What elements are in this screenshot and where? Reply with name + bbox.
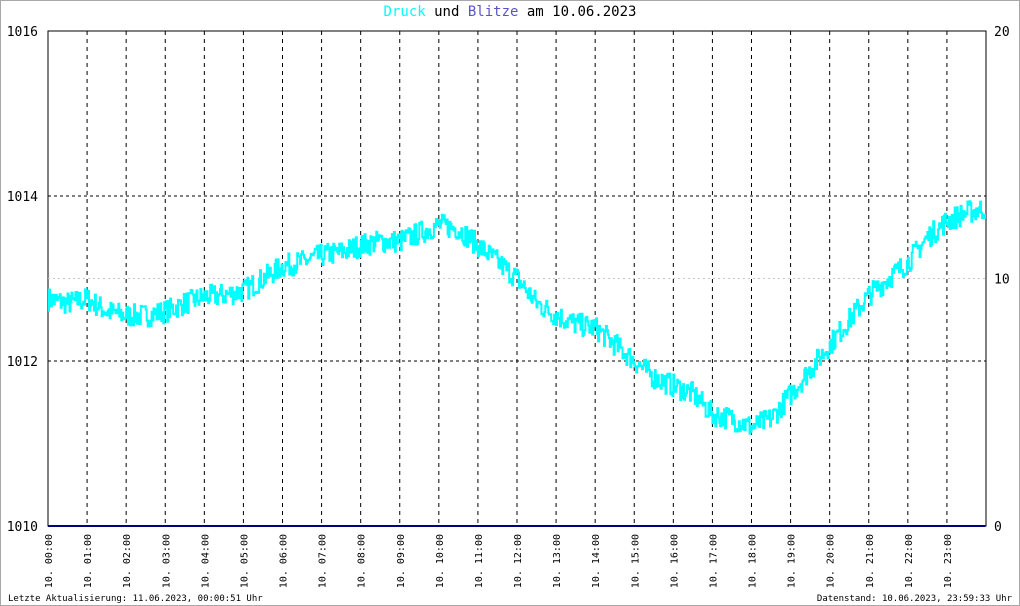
y-left-tick-label: 1016 (7, 25, 38, 40)
y-left-tick-label: 1014 (7, 190, 38, 205)
chart-title: Druck und Blitze am 10.06.2023 (0, 4, 1020, 20)
x-tick-label: 10. 23:00 (943, 534, 954, 588)
y-right-tick-label: 10 (994, 273, 1010, 288)
x-tick-label: 10. 02:00 (122, 534, 133, 588)
x-tick-label: 10. 04:00 (200, 534, 211, 588)
y-left-tick-label: 1010 (7, 520, 38, 535)
footer-last-update: Letzte Aktualisierung: 11.06.2023, 00:00… (8, 594, 263, 604)
title-date: am 10.06.2023 (526, 4, 637, 20)
x-tick-label: 10. 15:00 (630, 534, 641, 588)
y-right-tick-label: 20 (994, 25, 1010, 40)
x-tick-label: 10. 03:00 (161, 534, 172, 588)
series-druck-line (48, 200, 986, 435)
x-tick-label: 10. 12:00 (513, 534, 524, 588)
y-right-tick-label: 0 (994, 520, 1002, 535)
y-left-tick-label: 1012 (7, 355, 38, 370)
x-tick-label: 10. 18:00 (748, 534, 759, 588)
x-tick-label: 10. 11:00 (474, 534, 485, 588)
x-tick-label: 10. 22:00 (904, 534, 915, 588)
title-und: und (434, 4, 460, 20)
x-tick-label: 10. 08:00 (357, 534, 368, 588)
x-tick-label: 10. 20:00 (826, 534, 837, 588)
x-tick-label: 10. 05:00 (239, 534, 250, 588)
x-tick-label: 10. 01:00 (83, 534, 94, 588)
x-tick-label: 10. 19:00 (787, 534, 798, 588)
title-druck: Druck (383, 4, 426, 20)
title-blitze: Blitze (467, 4, 519, 20)
x-tick-label: 10. 00:00 (44, 534, 55, 588)
x-tick-label: 10. 17:00 (708, 534, 719, 588)
footer-data-status: Datenstand: 10.06.2023, 23:59:33 Uhr (816, 594, 1012, 604)
x-tick-label: 10. 09:00 (396, 534, 407, 588)
x-tick-label: 10. 14:00 (591, 534, 602, 588)
x-tick-label: 10. 13:00 (552, 534, 563, 588)
x-tick-label: 10. 10:00 (435, 534, 446, 588)
x-tick-label: 10. 21:00 (865, 534, 876, 588)
x-tick-label: 10. 16:00 (669, 534, 680, 588)
x-tick-label: 10. 06:00 (279, 534, 290, 588)
x-tick-label: 10. 07:00 (318, 534, 329, 588)
